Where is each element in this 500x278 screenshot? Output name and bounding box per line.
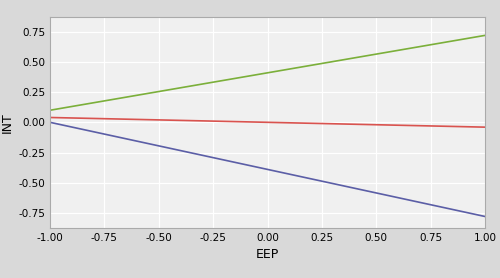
X-axis label: EEP: EEP bbox=[256, 248, 279, 261]
Y-axis label: INT: INT bbox=[1, 112, 14, 133]
